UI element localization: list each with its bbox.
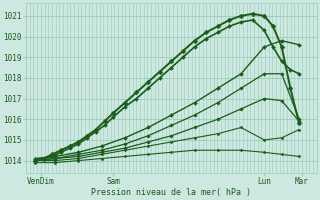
X-axis label: Pression niveau de la mer( hPa ): Pression niveau de la mer( hPa ) — [91, 188, 251, 197]
